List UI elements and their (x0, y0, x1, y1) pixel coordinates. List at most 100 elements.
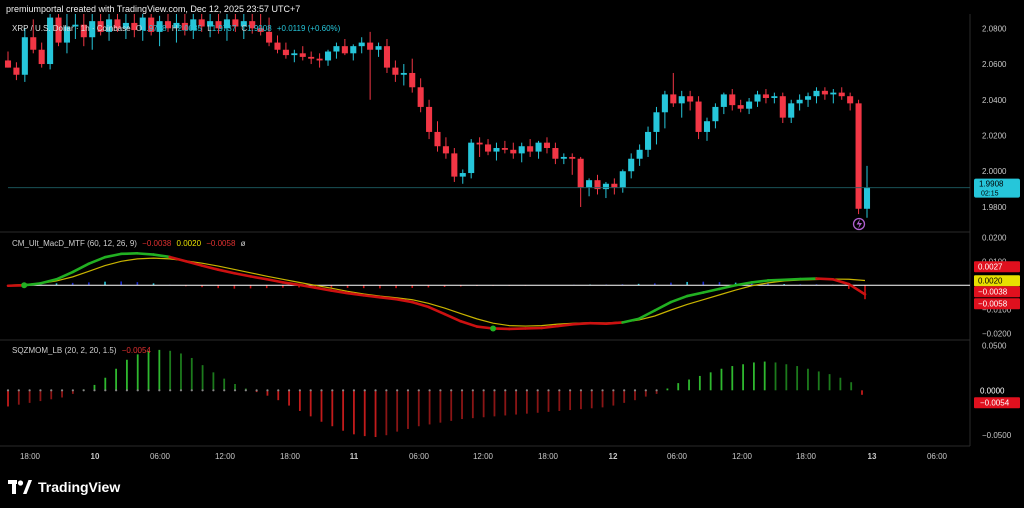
sqz-tick-2: −0.0500 (982, 431, 1012, 440)
candle-body (282, 49, 289, 56)
macd-value-1: −0.0038 (142, 239, 172, 248)
last-price-value: 1.9908 (979, 180, 1004, 189)
candle-body (771, 96, 778, 98)
sqz-dot (547, 389, 550, 392)
macd-line-segment (55, 270, 74, 281)
macd-line-segment (847, 282, 867, 296)
sqz-dot (50, 389, 53, 392)
sqz-momentum-bar (320, 390, 323, 422)
sqz-dot (525, 389, 528, 392)
candle-body (535, 142, 542, 152)
macd-histogram-bar (120, 281, 122, 286)
sqz-dot (223, 389, 226, 392)
sqz-badge-value-0: 0.0000 (980, 386, 1005, 395)
sqz-dot (396, 389, 399, 392)
sqz-momentum-bar (309, 390, 312, 417)
candle-body (670, 94, 677, 104)
sqz-dot (309, 389, 312, 392)
candle-body (400, 72, 407, 75)
candle-body (821, 90, 828, 95)
candle-body (375, 46, 382, 50)
sqz-dot (115, 389, 118, 392)
sqz-dot (147, 389, 150, 392)
sqz-momentum-bar (428, 390, 431, 425)
macd-histogram-bar (136, 282, 139, 286)
sqz-momentum-bar (482, 390, 485, 418)
macd-histogram-bar (298, 285, 300, 288)
macd-badge-value-2: −0.0038 (978, 287, 1008, 296)
time-tick-12: 18:00 (796, 452, 817, 461)
countdown-value: 02:15 (981, 191, 999, 198)
sqz-dot (93, 389, 96, 392)
sqz-momentum-bar (223, 378, 226, 391)
high-value: 2.0035 (177, 24, 202, 33)
sqz-dot (125, 389, 129, 392)
candle-body (266, 31, 273, 43)
macd-histogram-bar (217, 285, 220, 289)
sqz-momentum-bar (774, 362, 777, 391)
macd-value-badge (974, 261, 1020, 273)
sqz-momentum-bar (763, 361, 766, 391)
sqz-dot (460, 389, 464, 392)
sqz-dot (590, 389, 593, 392)
time-tick-6: 06:00 (409, 452, 430, 461)
price-tick-1: 2.0600 (982, 60, 1007, 69)
sqz-momentum-bar (569, 390, 572, 411)
sqz-momentum-bar (785, 364, 788, 391)
candle-body (30, 37, 37, 50)
high-key: H (171, 24, 178, 33)
candle-body (476, 142, 483, 145)
sqz-momentum-bar (493, 390, 496, 417)
macd-line-segment (766, 278, 786, 282)
sqz-dot (298, 389, 301, 392)
candle-body (788, 103, 795, 118)
sqz-dot (471, 389, 474, 392)
candle-body (543, 142, 551, 149)
macd-line-segment (702, 287, 721, 294)
sqz-momentum-bar (126, 359, 128, 391)
candle-body (215, 21, 222, 29)
macd-line-segment (313, 286, 333, 292)
macd-line-segment (410, 300, 430, 309)
sqz-momentum-bar (61, 390, 63, 398)
time-tick-2: 06:00 (150, 452, 171, 461)
sqz-momentum-bar (39, 390, 42, 402)
macd-line-segment (685, 291, 705, 298)
sqz-tick-0: 0.0500 (982, 341, 1007, 350)
lightning-bolt-icon (856, 219, 862, 229)
sqz-momentum-bar (180, 353, 182, 391)
candle-body (863, 187, 871, 209)
lightning-alert-icon[interactable] (852, 217, 866, 231)
candle-body (358, 42, 365, 47)
candle-body (703, 121, 711, 132)
price-legend: XRP / U.S. Dollar · 1h · Coinbase O1.978… (12, 24, 343, 33)
close-key: C (241, 24, 248, 33)
macd-value-badge (974, 298, 1020, 310)
chart-credit: premiumportal created with TradingView.c… (6, 4, 301, 14)
macd-line-segment (297, 283, 317, 289)
time-tick-4: 18:00 (280, 452, 301, 461)
macd-line-segment (136, 252, 155, 256)
macd-signal-line (7, 257, 866, 327)
macd-histogram-bar (152, 283, 155, 286)
macd-line-segment (782, 277, 802, 282)
sqz-dot (255, 389, 258, 392)
price-tick-0: 2.0800 (982, 24, 1007, 33)
sqz-momentum-bar (374, 390, 377, 438)
candle-body (392, 67, 399, 75)
sqz-dot (363, 389, 366, 392)
sqz-momentum-bar (471, 390, 474, 419)
sqz-momentum-bar (861, 390, 863, 395)
candle-body (156, 21, 163, 32)
macd-histogram-bar (427, 285, 430, 288)
candle-body (4, 60, 12, 68)
macd-line-segment (621, 317, 640, 324)
sqz-momentum-bar (17, 390, 20, 405)
sqz-momentum-bar (212, 372, 215, 391)
sqz-dot (158, 389, 161, 392)
sqz-dot (644, 389, 647, 392)
macd-line-segment (604, 321, 624, 325)
macd-cross-dot-1 (490, 325, 497, 332)
macd-histogram-bar (783, 284, 785, 286)
